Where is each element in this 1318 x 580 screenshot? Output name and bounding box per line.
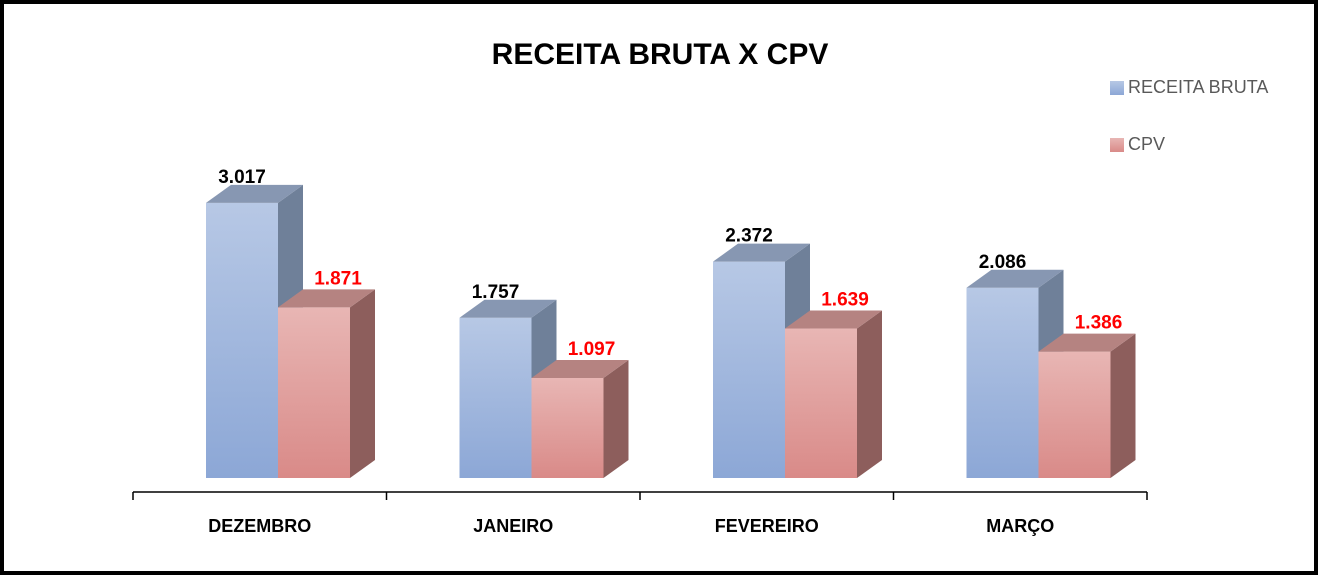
bar-side xyxy=(603,359,629,478)
bar-top xyxy=(278,289,375,308)
bar-top xyxy=(531,359,629,378)
data-label: 1.871 xyxy=(314,268,362,289)
bar-side xyxy=(857,310,882,478)
bar-front xyxy=(206,202,278,478)
chart-title: RECEITA BRUTA X CPV xyxy=(492,38,829,71)
x-tick-label: FEVEREIRO xyxy=(715,516,819,536)
data-label: 1.386 xyxy=(1075,313,1123,334)
legend-swatch xyxy=(1110,81,1124,95)
bar-side xyxy=(350,289,375,478)
bar-top xyxy=(459,299,557,318)
x-tick-label: JANEIRO xyxy=(473,516,553,536)
bar-front xyxy=(966,287,1039,478)
x-tick-label: DEZEMBRO xyxy=(208,516,311,536)
bar-front xyxy=(713,261,785,478)
bar-front xyxy=(785,328,857,478)
bar-side xyxy=(1110,333,1136,478)
bar-front xyxy=(278,307,350,478)
legend-swatch xyxy=(1110,138,1124,152)
bar-front xyxy=(531,377,604,478)
data-label: 2.372 xyxy=(725,226,773,247)
data-label: 1.097 xyxy=(568,339,616,360)
bar-top xyxy=(713,243,810,262)
bar-top xyxy=(966,269,1064,288)
bar-top xyxy=(1038,333,1136,352)
x-tick-label: MARÇO xyxy=(986,516,1054,536)
bar-front xyxy=(1038,351,1111,478)
data-label: 1.757 xyxy=(472,282,520,303)
data-label: 1.639 xyxy=(821,290,869,311)
legend-label: CPV xyxy=(1128,134,1165,154)
bar-front xyxy=(459,317,532,478)
data-label: 2.086 xyxy=(979,252,1027,273)
bar-top xyxy=(785,310,882,329)
bar-top xyxy=(206,184,303,203)
data-label: 3.017 xyxy=(218,167,266,188)
legend-label: RECEITA BRUTA xyxy=(1128,77,1268,97)
